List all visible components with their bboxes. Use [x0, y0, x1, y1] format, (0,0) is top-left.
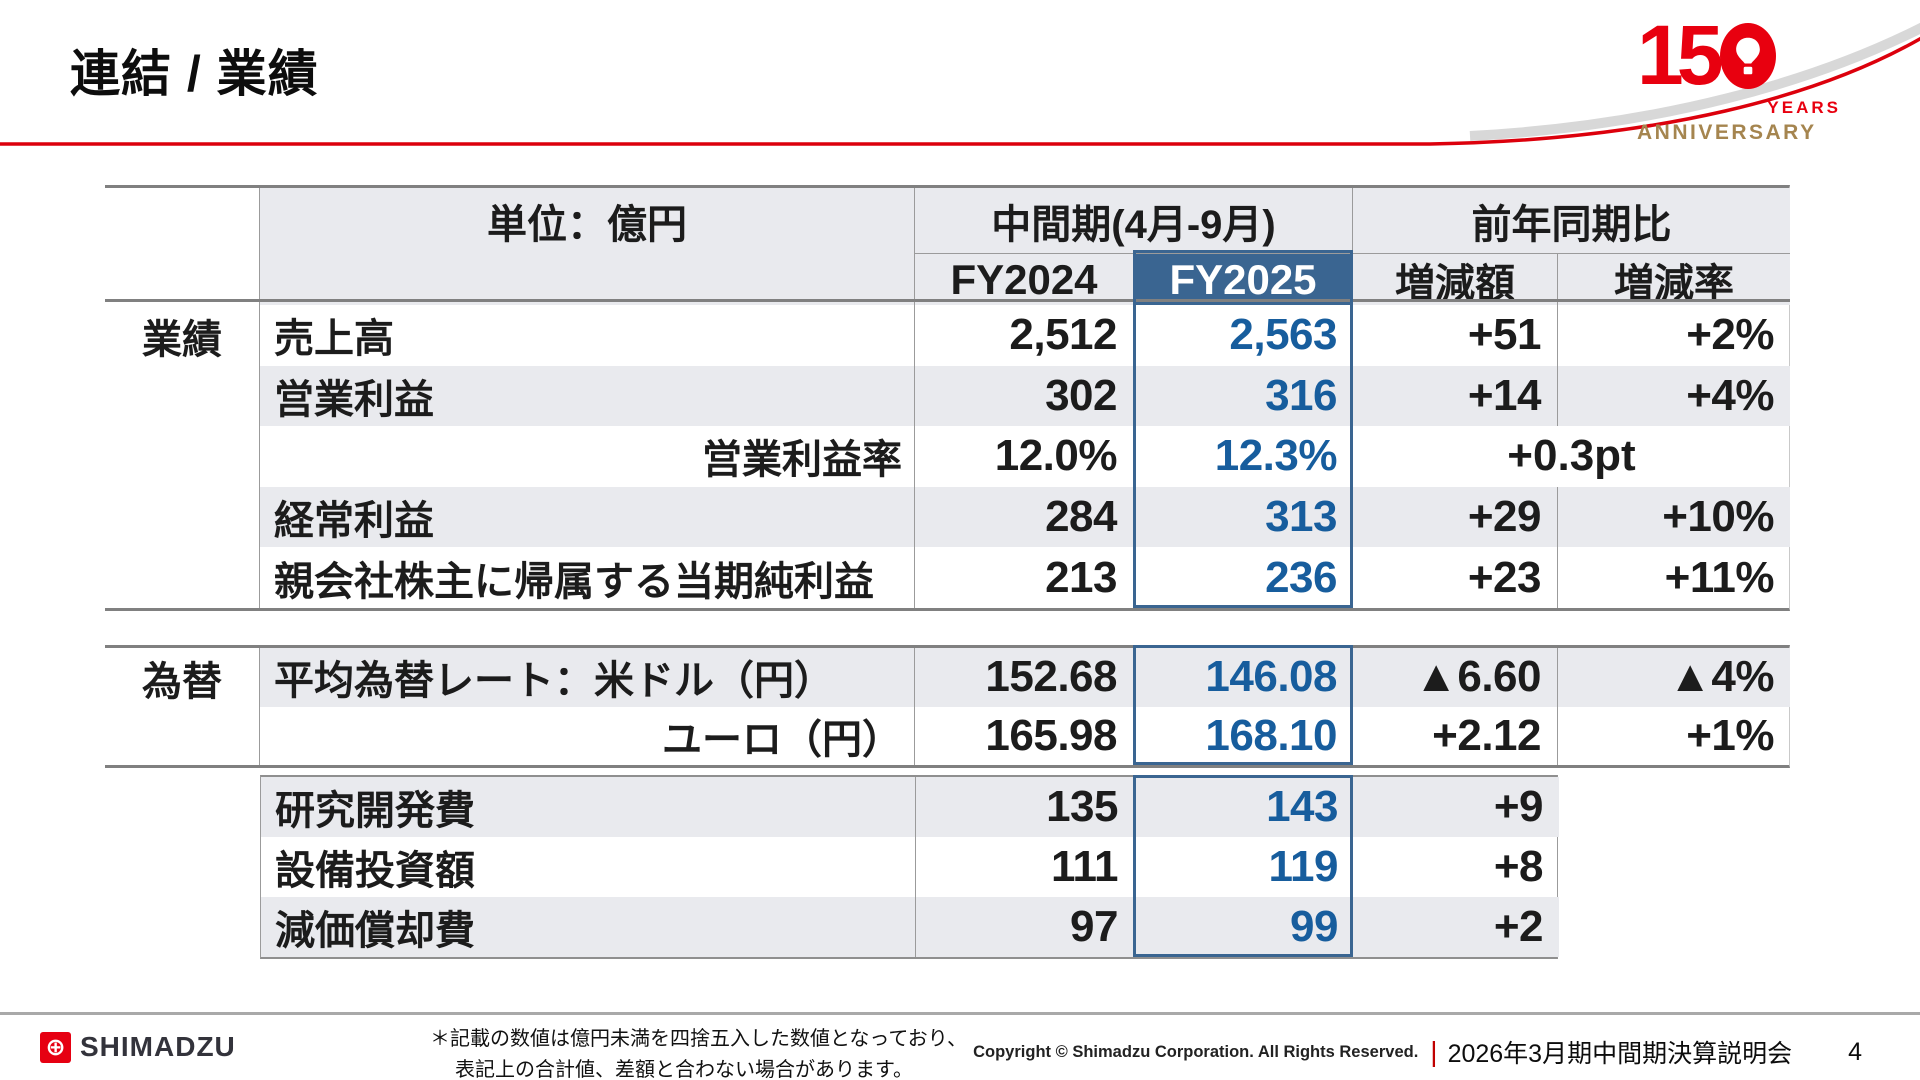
- footnote-line1: ＊記載の数値は億円未満を四捨五入した数値となっており、: [430, 1028, 967, 1050]
- period-header-cell: 中間期(4月-9月): [915, 188, 1353, 253]
- event-title: 2026年3月期中間期決算説明会: [1447, 1040, 1793, 1068]
- footer-divider: [0, 1012, 1920, 1015]
- value-fy2025: 99: [1134, 897, 1354, 957]
- value-rate: +2%: [1686, 310, 1774, 360]
- performance-table: 業績 単位：億円 中間期(4月-9月) 前年同期比 FY2024 FY2025 …: [105, 185, 1790, 611]
- yoy-header-cell: 前年同期比: [1353, 188, 1790, 253]
- row-label: 研究開発費: [261, 777, 916, 837]
- value-fy2024: 152.68: [915, 648, 1133, 707]
- value-delta: +14: [1353, 365, 1558, 427]
- value-delta: +2.12: [1353, 706, 1558, 765]
- unit-header-cell: 単位：億円: [260, 188, 915, 305]
- delta-header-cell: 増減額: [1353, 253, 1558, 306]
- group-label-performance: 業績: [105, 188, 260, 608]
- value-fy2025: 119: [1268, 842, 1339, 891]
- anniversary-150: 15: [1637, 8, 1855, 102]
- value-rate: +10%: [1558, 486, 1790, 548]
- value-merged-pt: +0.3pt: [1507, 431, 1636, 481]
- value-fy2025: 313: [1133, 486, 1353, 548]
- anniversary-15-text: 15: [1637, 8, 1723, 102]
- shimadzu-mark-icon: ⊕: [40, 1031, 71, 1063]
- value-fy2025: 146.08: [1133, 648, 1353, 707]
- value-fy2025: 12.3%: [1214, 431, 1338, 481]
- value-delta: +2: [1354, 897, 1559, 957]
- copyright-text: Copyright © Shimadzu Corporation. All Ri…: [973, 1042, 1419, 1061]
- fx-table: 為替 平均為替レート：米ドル（円） 152.68 146.08 ▲6.60 ▲4…: [105, 645, 1790, 768]
- value-delta: +29: [1353, 486, 1558, 548]
- value-delta: +51: [1353, 305, 1558, 366]
- value-fy2025: 143: [1134, 777, 1354, 837]
- shimadzu-logo: ⊕ SHIMADZU: [40, 1031, 236, 1063]
- group-label-fx: 為替: [105, 648, 260, 765]
- balloon-zero-icon: [1720, 23, 1777, 89]
- fy2024-header-cell: FY2024: [915, 253, 1133, 305]
- value-delta: ▲6.60: [1353, 648, 1558, 707]
- investment-table: 研究開発費 135 143 +9 設備投資額 111 119 +8 減価償却費 …: [260, 775, 1559, 959]
- shimadzu-wordmark: SHIMADZU: [80, 1031, 236, 1062]
- row-label: 設備投資額: [261, 837, 916, 897]
- footnote: ＊記載の数値は億円未満を四捨五入した数値となっており、 表記上の合計値、差額と合…: [430, 1024, 967, 1080]
- header-divider-line: [105, 299, 1790, 302]
- row-label: 営業利益: [260, 365, 915, 427]
- anniversary-logo: 15 YEARS ANNIVERSARY: [1637, 8, 1855, 145]
- row-label: 減価償却費: [261, 897, 916, 957]
- anniversary-years-label: YEARS: [1767, 98, 1841, 117]
- page-number: 4: [1848, 1037, 1862, 1066]
- value-fy2024: 111: [1050, 842, 1119, 891]
- value-fy2024: 284: [915, 486, 1133, 548]
- rate-header-cell: 増減率: [1558, 253, 1790, 306]
- value-fy2025: 2,563: [1229, 310, 1337, 360]
- value-rate: ▲4%: [1558, 648, 1790, 707]
- footer-pipe-divider: |: [1430, 1036, 1438, 1067]
- row-label: 親会社株主に帰属する当期純利益: [260, 547, 915, 608]
- value-rate: +4%: [1558, 365, 1790, 427]
- value-fy2025: 236: [1265, 552, 1337, 602]
- row-label: ユーロ（円）: [260, 706, 915, 765]
- value-fy2024: 97: [916, 897, 1134, 957]
- value-delta: +9: [1354, 777, 1559, 837]
- row-label: 経常利益: [260, 486, 915, 548]
- value-fy2024: 213: [1045, 552, 1117, 602]
- anniversary-label: ANNIVERSARY: [1637, 121, 1817, 144]
- value-rate: +1%: [1686, 710, 1774, 760]
- value-fy2024: 135: [916, 777, 1134, 837]
- value-fy2024: 302: [915, 365, 1133, 427]
- row-label: 売上高: [260, 305, 915, 366]
- footer-right: Copyright © Shimadzu Corporation. All Ri…: [973, 1034, 1862, 1070]
- fy2025-header-cell: FY2025: [1133, 253, 1353, 305]
- page-title: 連結 / 業績: [70, 46, 319, 102]
- value-delta: +23: [1353, 547, 1558, 608]
- value-fy2025: 316: [1133, 365, 1353, 427]
- value-delta: +8: [1493, 842, 1544, 891]
- value-fy2025: 168.10: [1205, 710, 1337, 760]
- value-fy2024: 12.0%: [994, 431, 1118, 481]
- row-label: 営業利益率: [260, 426, 915, 487]
- value-fy2024: 165.98: [985, 710, 1117, 760]
- value-rate: +11%: [1664, 552, 1775, 602]
- footnote-line2: 表記上の合計値、差額と合わない場合があります。: [455, 1059, 913, 1080]
- value-fy2024: 2,512: [1009, 310, 1117, 360]
- row-label: 平均為替レート：米ドル（円）: [260, 648, 915, 707]
